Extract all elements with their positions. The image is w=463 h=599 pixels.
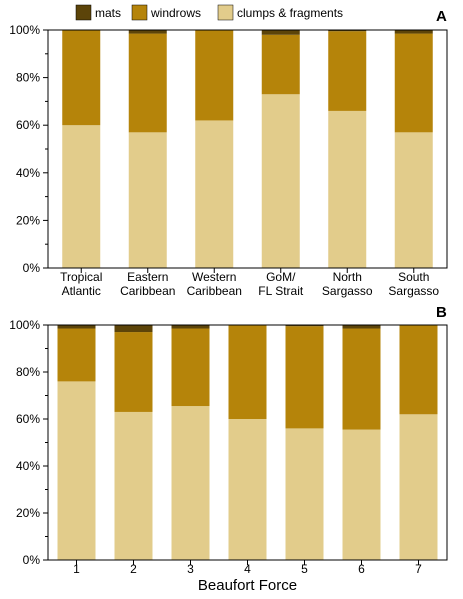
x-tick-label-6: 6 (358, 562, 365, 576)
legend: mats windrows clumps & fragments (75, 4, 343, 21)
x-tick-label-eastern-caribbean: Eastern Caribbean (120, 270, 175, 298)
bar-segment-clumps-fragments-western-caribbean (195, 120, 234, 268)
bar-segment-clumps-fragments-south-sargasso (394, 132, 433, 268)
legend-label-mats: mats (95, 6, 121, 20)
bar-segment-clumps-fragments-7 (399, 414, 438, 560)
bar-segment-windrows-eastern-caribbean (128, 33, 167, 133)
bar-segment-windrows-6 (342, 328, 381, 430)
bar-segment-clumps-fragments-5 (285, 428, 324, 560)
bar-segment-clumps-fragments-eastern-caribbean (128, 132, 167, 268)
bar-segment-mats-gom-fl-strait (261, 30, 300, 35)
bar-segment-clumps-fragments-6 (342, 429, 381, 560)
y-tick-label: 20% (16, 506, 40, 520)
bar-segment-mats-north-sargasso (328, 30, 367, 32)
x-tick-label-2: 2 (130, 562, 137, 576)
bar-segment-clumps-fragments-2 (114, 411, 153, 560)
bar-segment-windrows-tropical-atlantic (62, 30, 101, 126)
bar-segment-windrows-gom-fl-strait (261, 34, 300, 95)
plot-frame (47, 324, 448, 561)
bar-segment-windrows-3 (171, 328, 210, 407)
y-tick-label: 0% (23, 261, 41, 275)
bar-segment-windrows-western-caribbean (195, 30, 234, 121)
panel-label: A (436, 8, 447, 25)
y-tick-label: 100% (9, 23, 40, 37)
bar-segment-windrows-2 (114, 332, 153, 412)
x-tick-label-4: 4 (244, 562, 251, 576)
x-tick-label-1: 1 (73, 562, 80, 576)
bar-segment-clumps-fragments-north-sargasso (328, 110, 367, 268)
bar-segment-windrows-south-sargasso (394, 33, 433, 133)
bar-segment-clumps-fragments-tropical-atlantic (62, 125, 101, 268)
panel-a: A Tropical Atlantic Eastern Caribbean Western… (9, 8, 448, 298)
bar-segment-mats-eastern-caribbean (128, 30, 167, 34)
x-tick-label-7: 7 (415, 562, 422, 576)
panel-b: B 1 2 3 4 5 6 7 0% 20% 40% 60% 80% 100% Beaufort Force (9, 304, 448, 594)
x-axis-title: Beaufort Force (198, 577, 297, 594)
panel-label: B (436, 304, 447, 321)
y-tick-label: 20% (16, 213, 40, 227)
y-tick-label: 40% (16, 166, 40, 180)
y-tick-label: 80% (16, 71, 40, 85)
bar-segment-windrows-5 (285, 326, 324, 429)
x-tick-label-gom-fl-strait: GoM/FL Strait (258, 270, 304, 298)
plot-frame (47, 29, 448, 269)
y-tick-label: 0% (23, 553, 41, 567)
y-tick-label: 100% (9, 318, 40, 332)
bar-segment-windrows-north-sargasso (328, 31, 367, 111)
x-tick-label-3: 3 (187, 562, 194, 576)
y-tick-label: 60% (16, 412, 40, 426)
legend-swatch-windrows (131, 4, 148, 21)
bar-segment-windrows-7 (399, 325, 438, 415)
x-tick-label-north-sargasso: North Sargasso (322, 270, 373, 298)
legend-label-clumps-fragments: clumps & fragments (237, 6, 343, 20)
y-tick-label: 60% (16, 118, 40, 132)
bar-segment-windrows-1 (57, 328, 96, 382)
bar-segment-mats-south-sargasso (394, 30, 433, 34)
bar-segment-clumps-fragments-1 (57, 381, 96, 560)
y-tick-label: 80% (16, 365, 40, 379)
bar-segment-mats-2 (114, 325, 153, 333)
bar-segment-clumps-fragments-gom-fl-strait (261, 94, 300, 268)
bar-segment-mats-1 (57, 325, 96, 329)
x-tick-label-tropical-atlantic: Tropical Atlantic (60, 270, 102, 298)
x-tick-label-western-caribbean: Western Caribbean (187, 270, 242, 298)
bar-segment-mats-5 (285, 325, 324, 327)
bar-segment-mats-3 (171, 325, 210, 329)
x-tick-label-5: 5 (301, 562, 308, 576)
bar-segment-clumps-fragments-4 (228, 419, 267, 560)
legend-swatch-clumps-fragments (217, 4, 234, 21)
y-tick-label: 40% (16, 459, 40, 473)
bar-segment-clumps-fragments-3 (171, 406, 210, 560)
bar-segment-windrows-4 (228, 325, 267, 419)
legend-label-windrows: windrows (150, 6, 201, 20)
bar-segment-mats-6 (342, 325, 381, 329)
x-tick-label-south-sargasso: South Sargasso (388, 270, 439, 298)
legend-swatch-mats (75, 4, 92, 21)
